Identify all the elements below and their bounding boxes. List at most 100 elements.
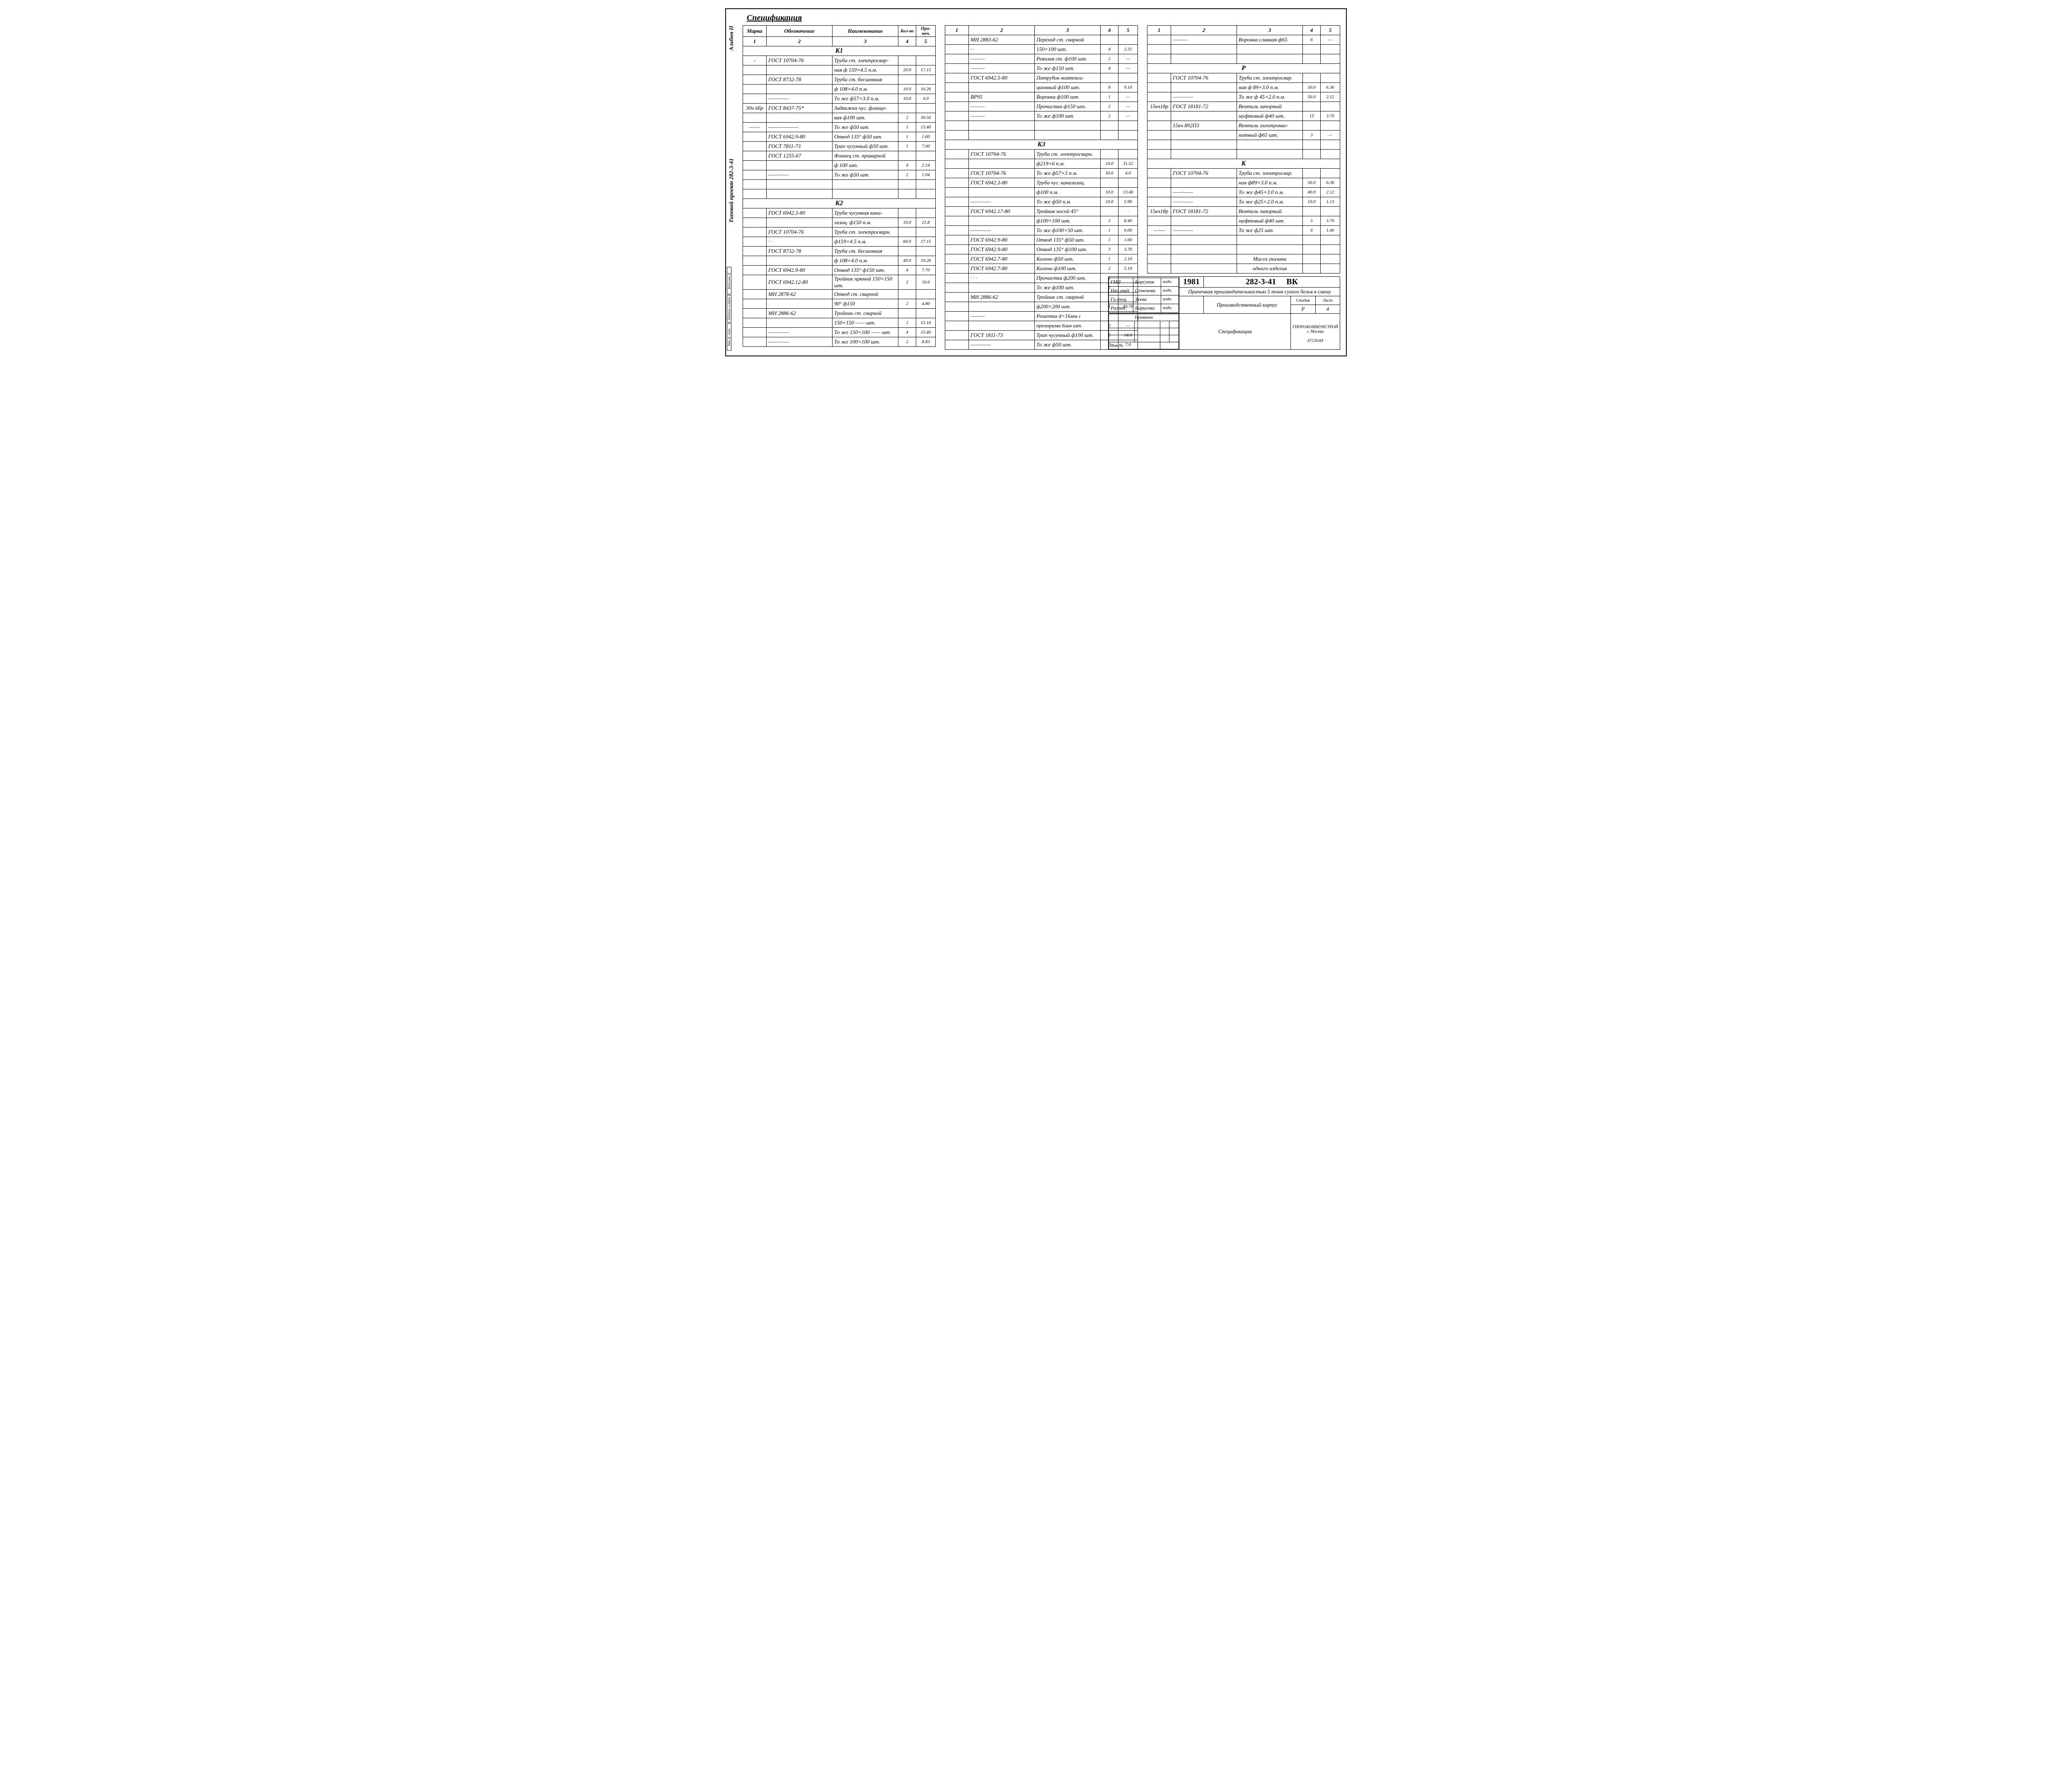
table-row: ная ф 89×3.0 п.м.50.06.36 xyxy=(1147,83,1340,92)
cell-kol: 1 xyxy=(898,142,916,151)
col-marka: Марка xyxy=(743,26,767,37)
cell-prim: 21.8 xyxy=(916,218,936,227)
cell-marka xyxy=(743,132,767,142)
spec-table-1: МаркаОбозначениеНаименованиеКол-воПри-ме… xyxy=(743,25,936,347)
cell-kol: 2 xyxy=(898,170,916,180)
cell-marka xyxy=(743,142,767,151)
cell-prim xyxy=(916,151,936,161)
cell-marka xyxy=(1147,121,1171,131)
cell-oboz: ——— xyxy=(969,54,1035,64)
cell-kol: 10.0 xyxy=(1303,197,1321,207)
cell-name: То же ф100×50 шт. xyxy=(1035,226,1101,235)
table-row: · ·150×100 шт.42.31 xyxy=(945,45,1138,54)
cell-oboz: ——·—— xyxy=(1171,92,1237,102)
cell-name: Трап чугунный ф50 шт. xyxy=(833,142,898,151)
cell-prim: 31.52 xyxy=(1118,159,1138,169)
cell-prim: 7.70 xyxy=(916,266,936,275)
cell-marka xyxy=(743,299,767,309)
sign: подп. xyxy=(1161,286,1179,295)
cell-name: Воронка ф100 шт. xyxy=(1035,92,1101,102)
cell-prim xyxy=(916,309,936,318)
cell-kol: 4 xyxy=(1101,64,1118,73)
cell-marka xyxy=(743,113,767,123)
cell-prim: 2.31 xyxy=(1118,45,1138,54)
cell-marka xyxy=(945,321,969,331)
cell-marka xyxy=(945,178,969,188)
drawing-sheet: Альбом II Типовой проект 282-3-41 Взам.и… xyxy=(725,8,1347,356)
table-row: ф 100 шт.42.14 xyxy=(743,161,936,170)
table-row: ГОСТ 10704-76То же ф57×3 п.м.30.04.0 xyxy=(945,169,1138,178)
cell-oboz: ——— xyxy=(969,64,1035,73)
cell-kol xyxy=(898,227,916,237)
cell-marka xyxy=(1147,73,1171,83)
series: ВК xyxy=(1286,277,1298,286)
cell-marka xyxy=(945,283,969,293)
cell-kol: 2 xyxy=(898,337,916,347)
cell-oboz: ——— xyxy=(969,102,1035,111)
col-oboz: Обозначение xyxy=(767,26,833,37)
colnum: 3 xyxy=(1035,26,1101,35)
cell-kol: 20.0 xyxy=(898,65,916,75)
colnum: 5 xyxy=(1321,26,1340,35)
cell-oboz: ГОСТ 10704-76 xyxy=(767,56,833,65)
cell-prim: — xyxy=(1118,111,1138,121)
cell-marka xyxy=(743,170,767,180)
cell-marka xyxy=(1147,92,1171,102)
colnum: 4 xyxy=(1101,26,1118,35)
cell-marka xyxy=(945,169,969,178)
cell-marka xyxy=(945,245,969,254)
cell-name: То же ф25×2.0 п.м. xyxy=(1237,197,1303,207)
blank-row xyxy=(945,131,1138,140)
list-label: Лист xyxy=(1315,296,1340,305)
cell-prim: 6.36 xyxy=(1321,178,1340,188)
cell-prim: 5.90 xyxy=(1118,197,1138,207)
cell-marka xyxy=(743,151,767,161)
cell-kol: 1 xyxy=(1101,226,1118,235)
blank-row xyxy=(1147,45,1340,54)
cell-prim: 3.70 xyxy=(1321,216,1340,226)
cell-oboz xyxy=(969,302,1035,312)
cell-marka xyxy=(743,85,767,94)
cell-marka: 30ч 6бр xyxy=(743,104,767,113)
project-name: Прачечная производительностью 5 тонн сух… xyxy=(1179,288,1340,296)
cell-oboz: ГОСТ 6942.9-80 xyxy=(767,132,833,142)
cell-kol xyxy=(1303,121,1321,131)
cell-marka xyxy=(945,64,969,73)
cell-name: Прочистка ф150 шт. xyxy=(1035,102,1101,111)
cell-prim xyxy=(1321,121,1340,131)
cell-oboz xyxy=(1171,216,1237,226)
column-3: 12345———Воронка сливная ф656—РГОСТ 10704… xyxy=(1147,25,1340,273)
cell-name: Труба ст. электросвар. xyxy=(1237,73,1303,83)
table-row: ——·——То же 100×100 шт.28.83 xyxy=(743,337,936,347)
note-row: Масса указана xyxy=(1147,254,1340,264)
cell-oboz: ——— xyxy=(969,111,1035,121)
cell-marka xyxy=(1147,35,1171,45)
cell-kol: 1 xyxy=(898,123,916,132)
priv-label: Привязан xyxy=(1109,314,1179,321)
cell-name: 150×150 —— шт. xyxy=(833,318,898,328)
cell-oboz: МН 2886-62 xyxy=(767,309,833,318)
cell-name: То же ф25 шт. xyxy=(1237,226,1303,235)
cell-oboz xyxy=(767,161,833,170)
org-text: ГИПРОКОММУНСТРОЙ г. Москва xyxy=(1293,325,1338,334)
table-row: ф219×6 п.м.10.031.52 xyxy=(945,159,1138,169)
cell-name: Отвод ст. сварной xyxy=(833,290,898,299)
cell-prim xyxy=(1118,178,1138,188)
colnum: 3 xyxy=(1237,26,1303,35)
cell-oboz: · · · xyxy=(969,273,1035,283)
cell-oboz xyxy=(767,85,833,94)
cell-oboz xyxy=(1171,111,1237,121)
cell-prim: 10.26 xyxy=(916,256,936,266)
cell-kol: 10.0 xyxy=(1101,197,1118,207)
cell-kol: 5 xyxy=(1303,216,1321,226)
cell-oboz: ——— xyxy=(969,312,1035,321)
cell-kol xyxy=(898,151,916,161)
cell-marka xyxy=(1147,216,1171,226)
cell-marka xyxy=(1147,178,1171,188)
cell-name: Колено ф50 шт. xyxy=(1035,254,1101,264)
cell-name: 150×100 шт. xyxy=(1035,45,1101,54)
cell-name: Труба чугунная кана- xyxy=(833,208,898,218)
cell-marka xyxy=(945,45,969,54)
sign: подп. xyxy=(1161,295,1179,304)
table-row: муфтовый ф40 шт.53.70 xyxy=(1147,216,1340,226)
